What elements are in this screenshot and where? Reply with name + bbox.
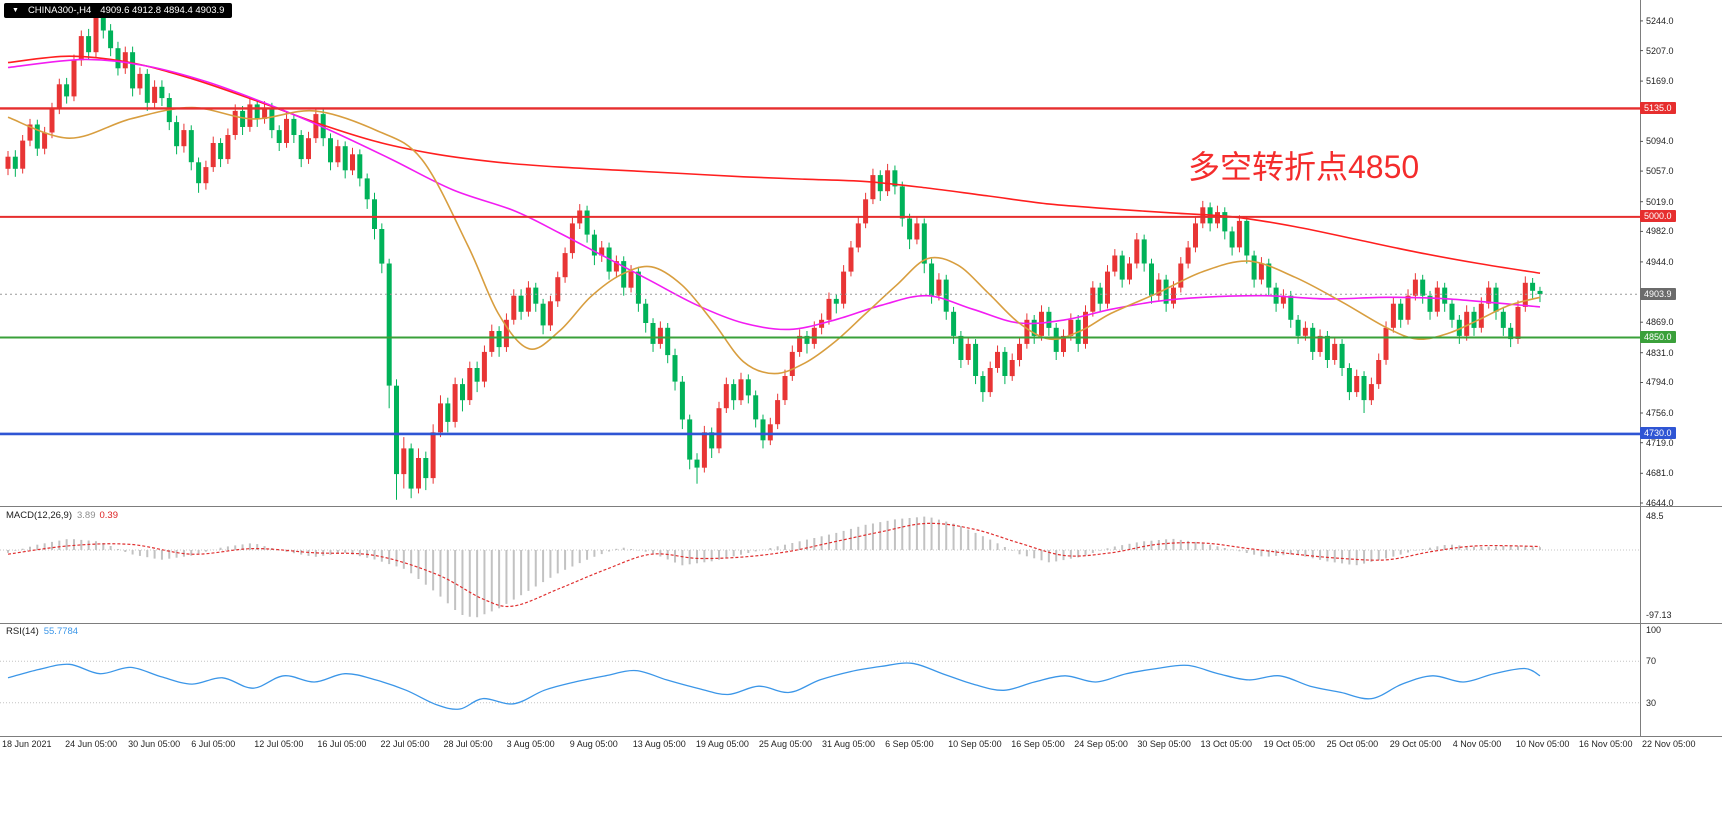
time-tick-label: 25 Aug 05:00 xyxy=(758,739,812,749)
time-tick-label: 19 Aug 05:00 xyxy=(695,739,749,749)
price-axis[interactable]: 5244.0 5207.0 5169.0 5094.0 5057.0 5019.0 4982… xyxy=(1640,0,1722,736)
time-tick-label: 16 Jul 05:00 xyxy=(317,739,367,749)
time-tick-label: 18 Jun 2021 xyxy=(2,739,52,749)
time-tick-label: 10 Sep 05:00 xyxy=(948,739,1002,749)
time-tick-label: 30 Jun 05:00 xyxy=(128,739,181,749)
price-tick-label: 5207.0 xyxy=(1646,45,1674,56)
time-tick-label: 4 Nov 05:00 xyxy=(1452,739,1502,749)
time-tick-label: 6 Jul 05:00 xyxy=(191,739,236,749)
macd-value-1: 3.89 xyxy=(77,510,96,521)
time-tick-label: 3 Aug 05:00 xyxy=(506,739,555,749)
time-tick-label: 19 Oct 05:00 xyxy=(1263,739,1316,749)
price-tick-label: 5169.0 xyxy=(1646,76,1674,87)
time-tick-label: 12 Jul 05:00 xyxy=(254,739,304,749)
time-tick-label: 29 Oct 05:00 xyxy=(1389,739,1442,749)
symbol-name: CHINA300-,H4 xyxy=(27,5,92,16)
price-level-badge: 5000.0 xyxy=(1640,210,1676,223)
price-tick-label: 4982.0 xyxy=(1646,226,1674,237)
price-level-badge: 4850.0 xyxy=(1640,330,1676,343)
rsi-scale-label: 70 xyxy=(1646,656,1657,667)
time-tick-label: 22 Jul 05:00 xyxy=(380,739,430,749)
time-tick-label: 30 Sep 05:00 xyxy=(1137,739,1191,749)
time-tick-label: 9 Aug 05:00 xyxy=(569,739,618,749)
time-tick-label: 24 Sep 05:00 xyxy=(1074,739,1128,749)
price-tick-label: 5057.0 xyxy=(1646,166,1674,177)
macd-scale-bottom: -97.13 xyxy=(1646,610,1672,620)
price-tick-label: 4719.0 xyxy=(1646,437,1674,448)
time-tick-label: 28 Jul 05:00 xyxy=(443,739,493,749)
macd-indicator-label: MACD(12,26,9) 3.89 0.39 xyxy=(6,510,118,521)
time-tick-label: 31 Aug 05:00 xyxy=(822,739,876,749)
rsi-value: 55.7784 xyxy=(43,626,79,637)
price-tick-label: 4681.0 xyxy=(1646,468,1674,479)
time-tick-label: 10 Nov 05:00 xyxy=(1515,739,1570,749)
time-axis[interactable]: 18 Jun 2021 24 Jun 05:00 30 Jun 05:00 6 Jul… xyxy=(0,739,1722,755)
rsi-name: RSI(14) xyxy=(6,626,39,637)
price-tick-label: 5094.0 xyxy=(1646,136,1674,147)
symbol-dropdown-icon[interactable]: ▼ xyxy=(12,7,19,14)
price-tick-label: 4869.0 xyxy=(1646,317,1674,328)
rsi-scale-label: 100 xyxy=(1646,625,1662,635)
symbol-ohlc-values: 4909.6 4912.8 4894.4 4903.9 xyxy=(100,5,225,16)
rsi-axis: 100 70 30 xyxy=(1646,0,1716,736)
time-tick-label: 25 Oct 05:00 xyxy=(1326,739,1379,749)
time-tick-label: 16 Nov 05:00 xyxy=(1578,739,1633,749)
rsi-indicator-label: RSI(14) 55.7784 xyxy=(6,626,78,637)
time-tick-label: 16 Sep 05:00 xyxy=(1011,739,1065,749)
time-tick-label: 24 Jun 05:00 xyxy=(65,739,118,749)
price-tick-label: 4794.0 xyxy=(1646,377,1674,388)
symbol-info-badge[interactable]: ▼ CHINA300-,H4 4909.6 4912.8 4894.4 4903… xyxy=(4,3,233,18)
price-tick-label: 4944.0 xyxy=(1646,256,1674,267)
price-level-badge: 4730.0 xyxy=(1640,427,1676,440)
rsi-scale-label: 30 xyxy=(1646,697,1657,708)
price-tick-label: 4644.0 xyxy=(1646,498,1674,508)
macd-value-2: 0.39 xyxy=(99,510,119,521)
time-tick-label: 6 Sep 05:00 xyxy=(885,739,934,749)
time-tick-label: 13 Aug 05:00 xyxy=(632,739,686,749)
price-level-badge: 4903.9 xyxy=(1640,287,1676,300)
price-tick-label: 5244.0 xyxy=(1646,15,1674,26)
price-level-badge: 5135.0 xyxy=(1640,101,1676,114)
chart-annotation-text: 多空转折点4850 xyxy=(1188,149,1420,185)
macd-name: MACD(12,26,9) xyxy=(6,510,72,521)
price-tick-label: 5019.0 xyxy=(1646,196,1674,207)
time-tick-label: 13 Oct 05:00 xyxy=(1200,739,1252,749)
price-tick-label: 4831.0 xyxy=(1646,347,1674,358)
price-tick-label: 4756.0 xyxy=(1646,408,1674,418)
chart-canvas[interactable] xyxy=(0,0,1722,760)
macd-scale-top: 48.5 xyxy=(1646,511,1664,521)
time-tick-label: 22 Nov 05:00 xyxy=(1642,739,1696,749)
